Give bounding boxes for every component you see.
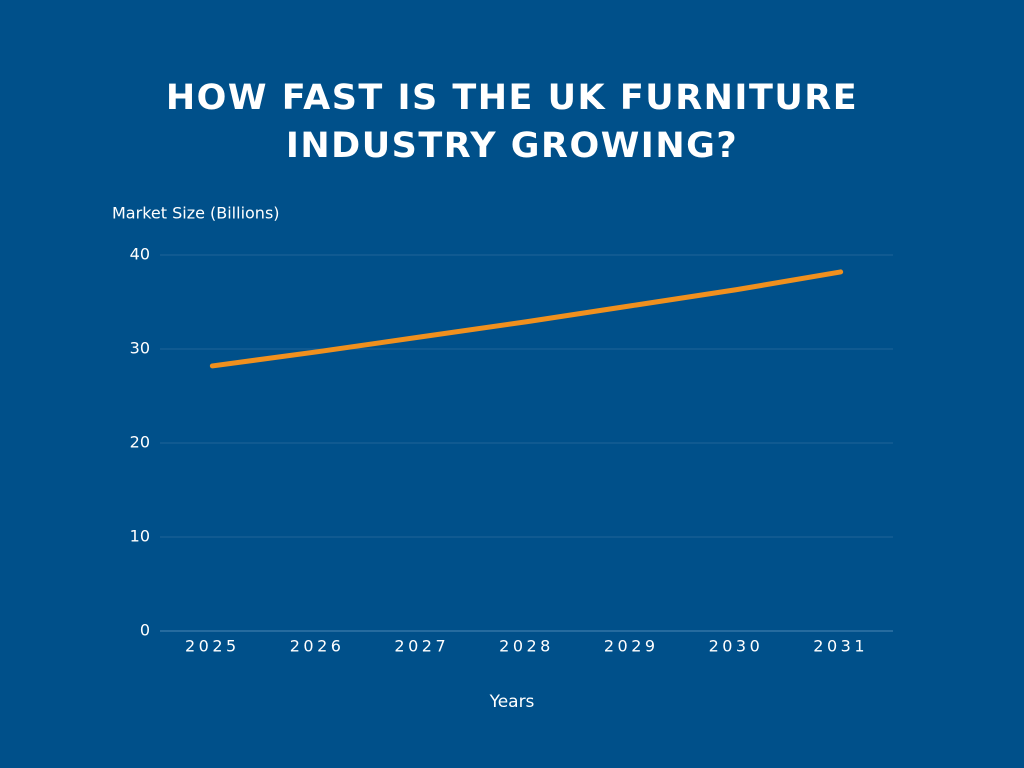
x-tick-label: 2027 bbox=[394, 637, 449, 656]
y-tick-label: 30 bbox=[130, 339, 150, 358]
x-tick-label: 2025 bbox=[185, 637, 240, 656]
x-tick-label: 2031 bbox=[813, 637, 868, 656]
y-tick-label: 20 bbox=[130, 433, 150, 452]
chart-title: HOW FAST IS THE UK FURNITURE INDUSTRY GR… bbox=[165, 78, 859, 166]
y-tick-label: 40 bbox=[130, 245, 150, 264]
y-tick-label: 10 bbox=[130, 527, 150, 546]
line bbox=[209, 269, 844, 369]
x-tick-label: 2029 bbox=[604, 637, 659, 656]
y-axis-label: Market Size (Billions) bbox=[112, 204, 280, 223]
y-tick-label: 0 bbox=[140, 621, 150, 640]
x-tick-label: 2028 bbox=[499, 637, 554, 656]
x-tick-label: 2026 bbox=[290, 637, 345, 656]
x-tick-label: 2030 bbox=[709, 637, 764, 656]
x-axis-label: Years bbox=[489, 692, 535, 712]
